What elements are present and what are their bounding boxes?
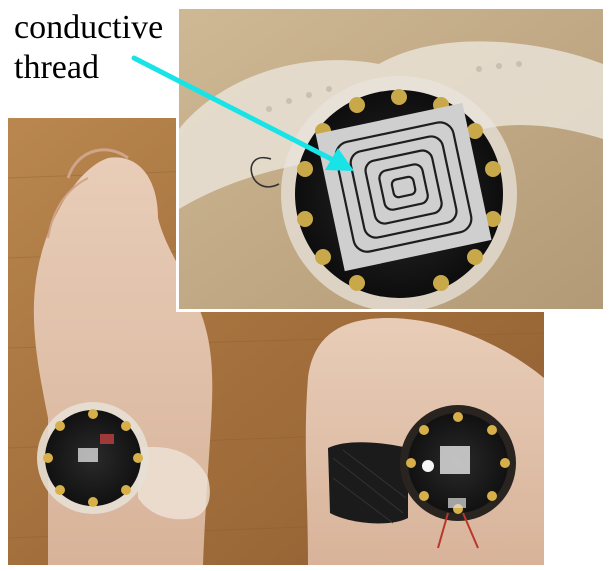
label-line-1: conductive bbox=[14, 9, 164, 46]
conductive-thread-label: conductive thread bbox=[14, 8, 163, 88]
label-line-2: thread bbox=[14, 49, 99, 86]
conductive-thread-closeup-photo bbox=[176, 6, 606, 312]
closeup-scene bbox=[179, 9, 603, 309]
